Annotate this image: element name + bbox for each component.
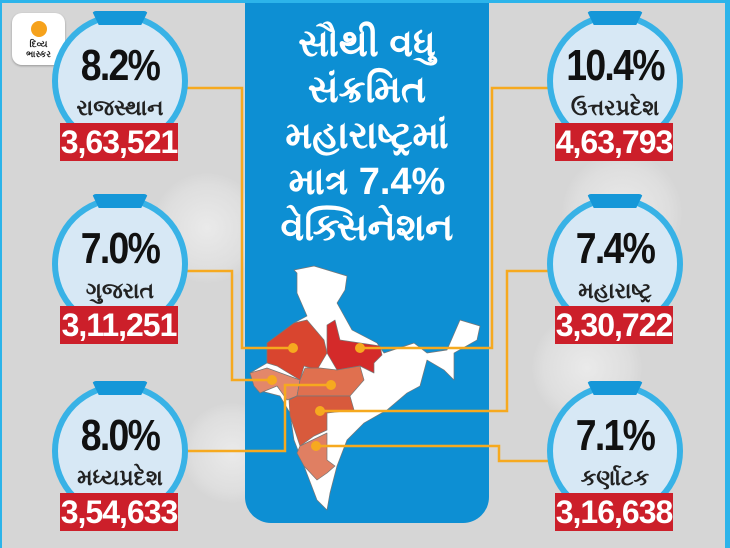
vaccination-percent: 7.0% xyxy=(80,224,161,273)
ring-tab xyxy=(92,194,148,208)
headline-line: સંક્રમિત xyxy=(307,69,427,111)
marker-gujarat xyxy=(267,375,277,385)
logo-text: દિવ્ય xyxy=(29,39,48,49)
state-name: મધ્યપ્રદેશ xyxy=(77,465,163,490)
marker-maharashtra xyxy=(315,406,325,416)
ring-tab xyxy=(587,194,643,208)
connector-gujarat xyxy=(187,269,272,382)
connector-maharashtra xyxy=(320,269,549,413)
cases-count: 3,16,638 xyxy=(555,493,673,531)
stat-rajasthan: 8.2% રાજસ્થાન 3,63,521 xyxy=(52,5,188,165)
stat-gujarat: 7.0% ગુજરાત 3,11,251 xyxy=(52,188,188,348)
sun-icon xyxy=(30,21,47,37)
cases-count: 4,63,793 xyxy=(555,123,673,161)
connector-karnataka xyxy=(316,444,549,463)
connector-madhya-pradesh xyxy=(187,383,331,453)
logo-text: ભાસ્કર xyxy=(26,49,51,59)
state-name: ગુજરાત xyxy=(85,278,155,303)
headline-line: સૌથી વધુ xyxy=(298,23,436,65)
headline-line: વેક્સિનેશન xyxy=(280,207,454,249)
state-name: કર્ણાટક xyxy=(580,465,650,490)
india-map xyxy=(187,86,549,511)
stat-maharashtra: 7.4% મહારાષ્ટ્ર 3,30,722 xyxy=(547,188,683,348)
marker-madhya-pradesh xyxy=(326,380,336,390)
map-maharashtra xyxy=(288,395,355,447)
headline: સૌથી વધુ સંક્રમિત મહારાષ્ટ્રમાં માત્ર 7.… xyxy=(245,21,489,251)
cases-count: 3,54,633 xyxy=(60,493,178,531)
vaccination-percent: 7.4% xyxy=(575,224,656,273)
marker-rajasthan xyxy=(288,343,298,353)
cases-count: 3,63,521 xyxy=(60,123,178,161)
state-name: મહારાષ્ટ્ર xyxy=(578,278,652,303)
vaccination-percent: 7.1% xyxy=(575,411,656,460)
headline-line: મહારાષ્ટ્રમાં xyxy=(285,115,449,157)
cases-count: 3,11,251 xyxy=(60,306,178,344)
headline-line: માત્ર 7.4% xyxy=(288,161,446,203)
connector-rajasthan xyxy=(187,86,293,350)
vaccination-percent: 8.0% xyxy=(80,411,161,460)
connector-uttar-pradesh xyxy=(360,86,549,350)
marker-karnataka xyxy=(311,441,321,451)
stat-madhya-pradesh: 8.0% મધ્યપ્રદેશ 3,54,633 xyxy=(52,375,188,535)
stat-uttar-pradesh: 10.4% ઉત્તરપ્રદેશ 4,63,793 xyxy=(547,5,683,165)
vaccination-percent: 10.4% xyxy=(566,41,665,90)
vaccination-percent: 8.2% xyxy=(80,41,161,90)
ring-tab xyxy=(92,381,148,395)
stat-karnataka: 7.1% કર્ણાટક 3,16,638 xyxy=(547,375,683,535)
ring-tab xyxy=(92,11,148,25)
ring-tab xyxy=(587,381,643,395)
cases-count: 3,30,722 xyxy=(555,306,673,344)
state-name: રાજસ્થાન xyxy=(76,95,164,120)
map-uttar-pradesh xyxy=(326,319,383,374)
ring-tab xyxy=(587,11,643,25)
state-name: ઉત્તરપ્રદેશ xyxy=(570,95,660,120)
marker-uttar-pradesh xyxy=(355,343,365,353)
